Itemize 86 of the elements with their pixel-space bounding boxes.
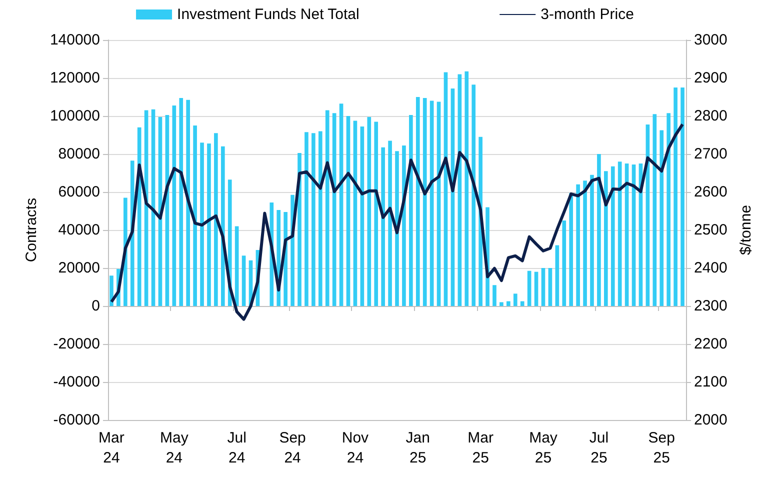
bar [318,131,322,306]
y2-tick-label: 2900 [694,70,728,86]
x-tick-label: Mar 25 [468,430,494,466]
bar [520,301,524,306]
bar [597,154,601,306]
y2-tick-label: 2000 [694,412,728,428]
bar [422,98,427,306]
bar [234,226,239,306]
y2-tick-label: 2600 [694,184,728,200]
y-tick-label: 120000 [50,70,100,86]
bar [416,97,420,306]
bar [652,114,657,306]
bar [472,84,476,306]
x-tick-label: Jul 24 [227,430,246,466]
bar [527,270,532,306]
bar [388,140,392,306]
bar [680,88,684,306]
bar [660,130,664,306]
bar [534,272,538,306]
bar [464,71,469,306]
bar [562,220,566,306]
bar [610,166,615,306]
bar [666,113,671,306]
y-tick-label: 140000 [50,32,100,48]
y-tick-label: 40000 [58,222,100,238]
bar [207,144,211,306]
bar [179,98,184,306]
y-tick-label: 60000 [58,184,100,200]
y-tick-label: 100000 [50,108,100,124]
y2-tick-label: 2300 [694,298,728,314]
y-tick-label: 0 [92,298,100,314]
bar [590,174,594,306]
bar [395,151,399,306]
y2-tick-label: 2700 [694,146,728,162]
bar [500,302,504,306]
bar [186,100,190,306]
bar [409,115,413,306]
bar [402,145,406,306]
bar [541,268,546,306]
bar [172,106,176,306]
bar [381,147,385,306]
bar [674,88,678,306]
bar [604,171,608,306]
y-tick-label: -60000 [53,412,100,428]
legend-label: Investment Funds Net Total [177,6,360,23]
bar [513,294,518,306]
bar [214,133,218,306]
bar [492,285,496,306]
legend-label: 3-month Price [540,6,634,23]
x-tick-label: Nov 24 [342,430,370,466]
y2-tick-label: 2400 [694,260,728,276]
y2-tick-label: 2100 [694,374,728,390]
x-tick-label: May 25 [529,430,558,466]
y2-axis-title: $/tonne [737,204,754,256]
y-tick-label: -40000 [53,374,100,390]
x-tick-label: Mar 24 [98,430,124,466]
x-tick-label: May 24 [160,430,189,466]
y-tick-label: 80000 [58,146,100,162]
y-tick-label: -20000 [53,336,100,352]
bar [110,276,114,306]
bar [576,184,580,306]
bar [569,192,574,306]
bar [200,142,204,306]
y2-tick-label: 2500 [694,222,728,238]
bar [193,126,197,306]
x-tick-label: Jul 25 [589,430,609,466]
y-axis-title: Contracts [23,198,40,262]
y2-tick-label: 2200 [694,336,728,352]
bar [548,268,552,306]
bar [555,245,560,306]
bar [583,180,587,306]
bar [325,110,330,306]
y-tick-label: 20000 [58,260,100,276]
bar [242,256,246,306]
x-tick-label: Sep 25 [648,430,675,466]
y2-tick-label: 2800 [694,108,728,124]
bar [304,132,308,306]
bar [312,133,316,306]
bar [374,122,378,306]
y2-tick-label: 3000 [694,32,728,48]
bar [506,301,510,306]
x-tick-label: Jan 25 [406,430,430,466]
bar [618,162,622,306]
bar [298,153,302,306]
x-tick-label: Sep 24 [279,430,306,466]
bar [367,116,372,306]
